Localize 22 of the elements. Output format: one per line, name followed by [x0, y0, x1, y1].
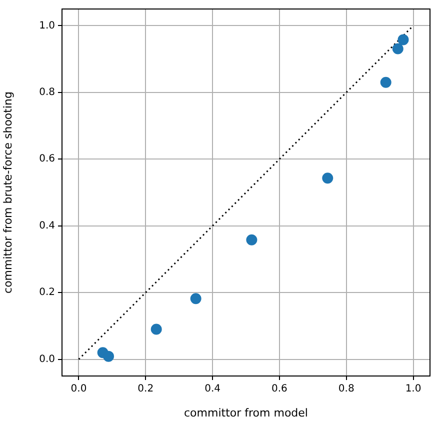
y-tick-label: 0.6 — [39, 154, 55, 165]
y-tick-label: 0.2 — [39, 287, 55, 298]
y-tick-label: 0.0 — [39, 354, 55, 365]
x-axis-title: committor from model — [184, 406, 308, 420]
x-tick-label: 0.2 — [138, 384, 154, 395]
y-tick-label: 0.8 — [39, 87, 55, 98]
y-tick-label: 1.0 — [39, 20, 55, 32]
y-tick-label: 0.4 — [39, 220, 55, 232]
point — [392, 43, 404, 54]
point — [398, 34, 409, 46]
point — [380, 76, 392, 88]
x-tick-label: 0.6 — [272, 384, 288, 395]
x-tick-label: 1.0 — [405, 384, 422, 395]
point — [190, 293, 202, 304]
point — [246, 234, 258, 246]
point — [103, 350, 114, 362]
y-axis-title: committor from brute-force shooting — [1, 92, 14, 294]
point — [150, 324, 162, 335]
x-tick-label: 0.0 — [70, 384, 87, 395]
x-tick-label: 0.4 — [204, 384, 220, 395]
x-tick-label: 0.8 — [338, 384, 354, 395]
point — [322, 172, 334, 184]
